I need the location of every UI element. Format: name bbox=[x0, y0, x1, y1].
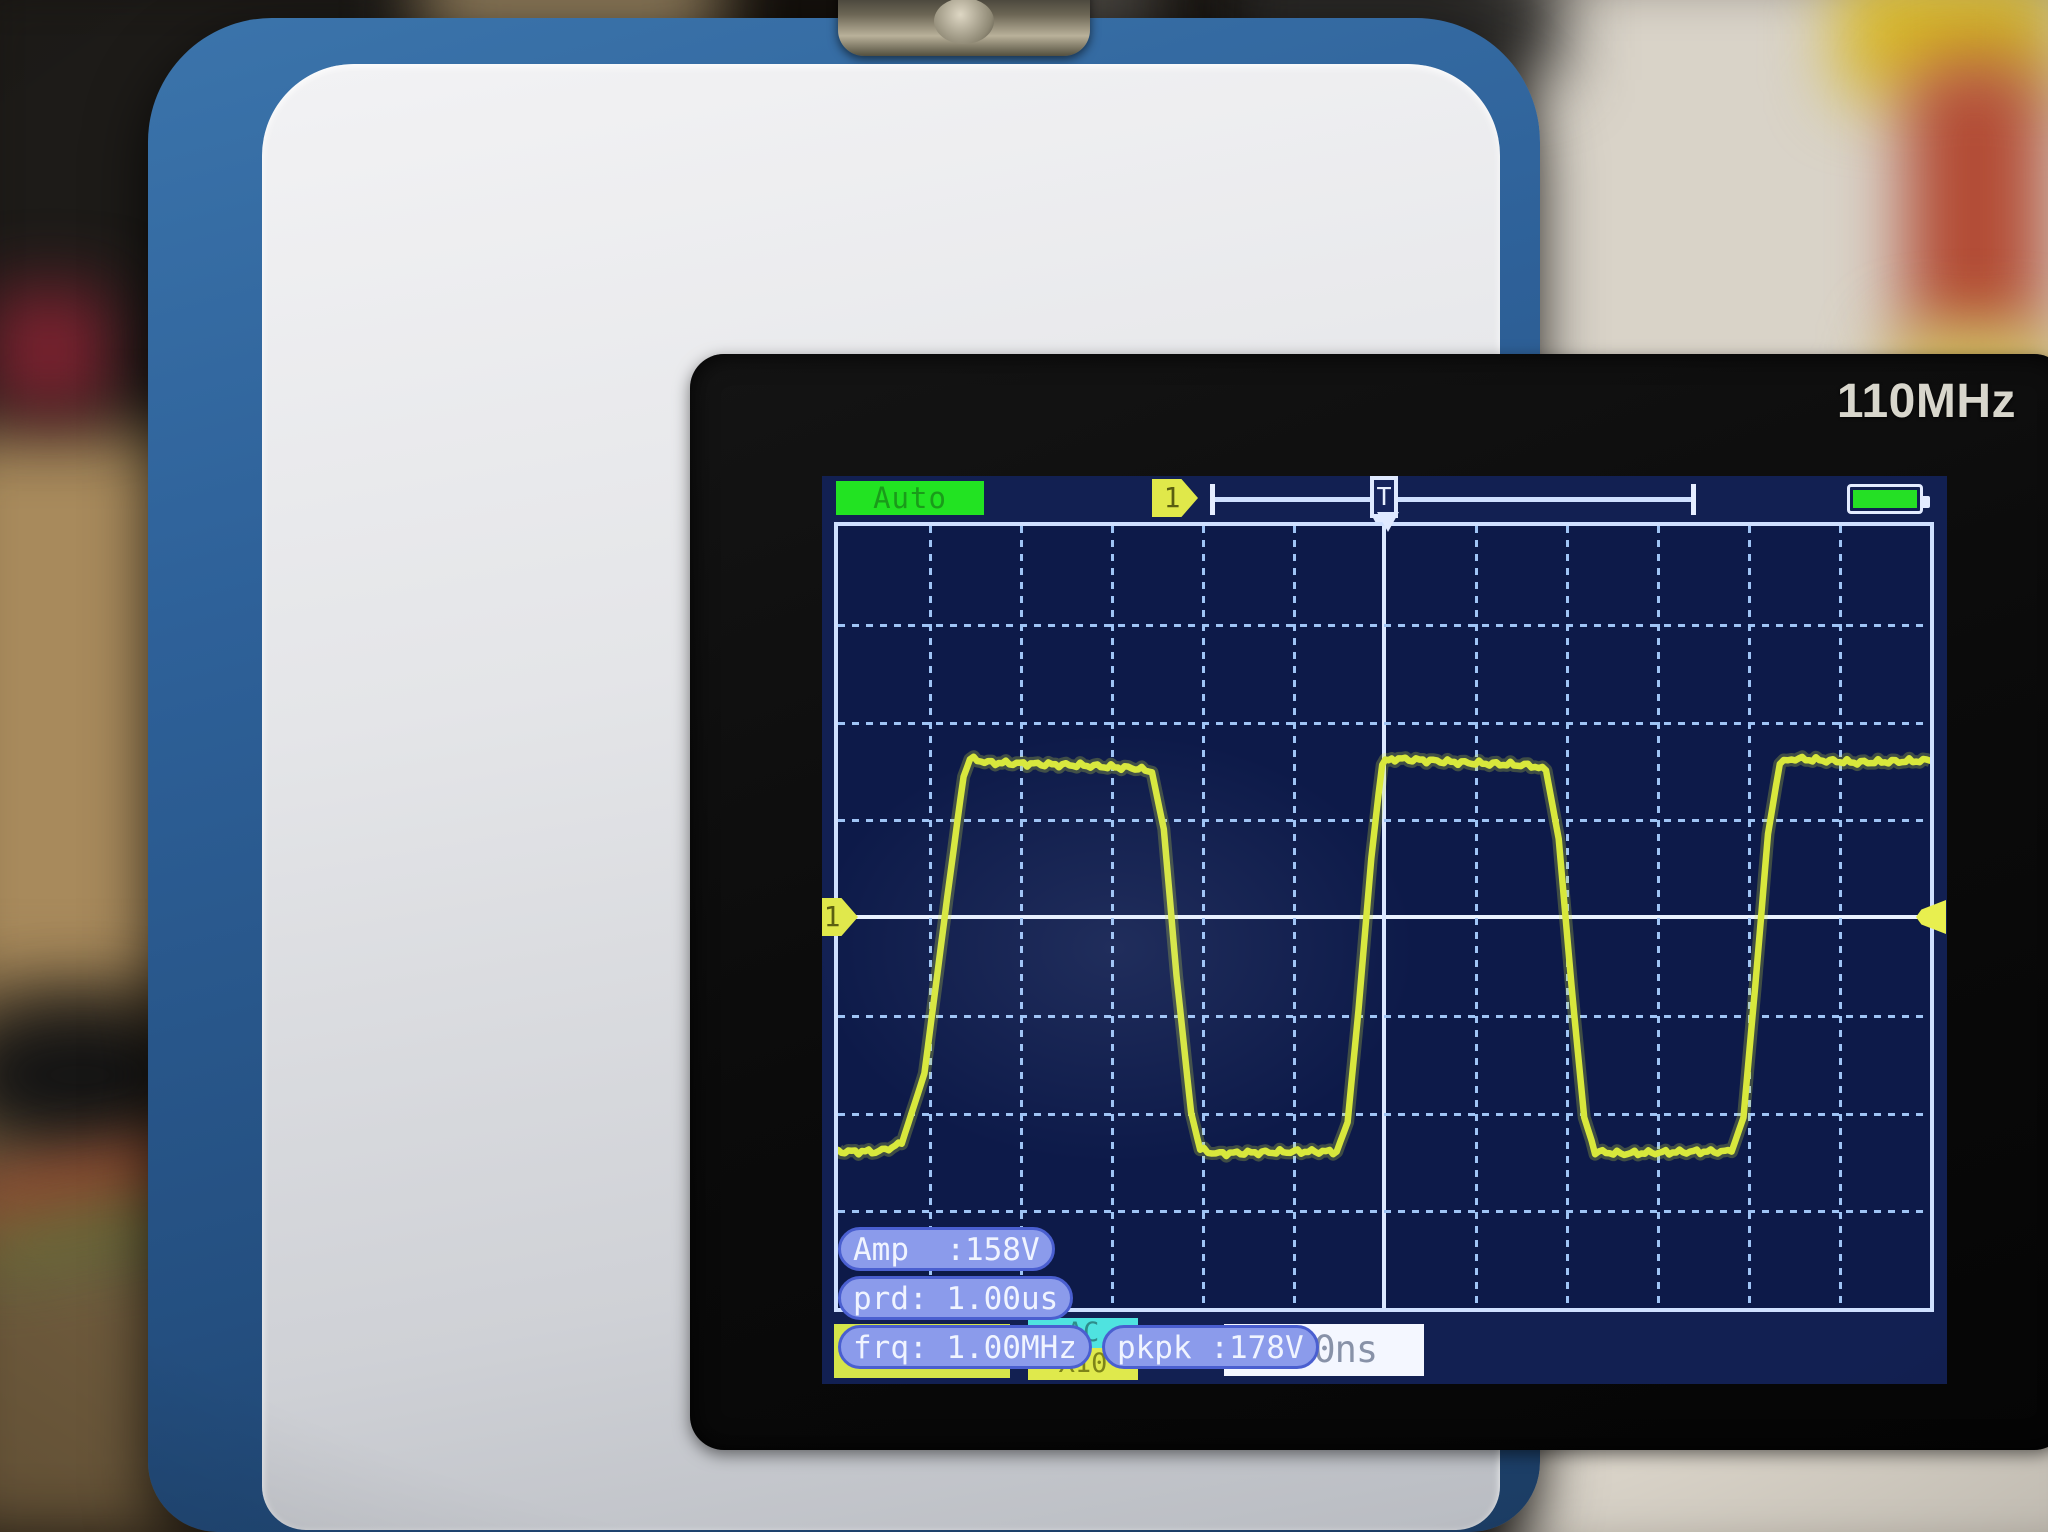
waveform-glow bbox=[838, 750, 1930, 1163]
measurement-amplitude[interactable]: Amp :158V bbox=[838, 1227, 1055, 1271]
battery-nub bbox=[1922, 496, 1930, 508]
grid-hline bbox=[838, 1014, 1930, 1018]
grid-hline bbox=[838, 1112, 1930, 1116]
memory-window-bracket[interactable] bbox=[1209, 484, 1696, 515]
grid-vline bbox=[1748, 526, 1751, 1308]
grid-vline bbox=[1111, 526, 1114, 1308]
memory-window-bar bbox=[1209, 497, 1696, 502]
lcd-bezel: 110MHz Auto 1 T bbox=[690, 354, 2048, 1450]
grid-vline bbox=[1657, 526, 1660, 1308]
measurement-period[interactable]: prd: 1.00us bbox=[838, 1276, 1074, 1320]
grid-vline bbox=[1020, 526, 1023, 1308]
device-front-panel: 110MHz Auto 1 T bbox=[262, 64, 2048, 1530]
bg-red-object bbox=[1905, 60, 2045, 350]
trigger-tick-icon bbox=[1377, 512, 1399, 532]
battery-fill bbox=[1853, 490, 1917, 508]
bg-red-connector bbox=[0, 290, 110, 410]
grid-hline bbox=[838, 819, 1930, 823]
memory-window-left-cap bbox=[1209, 484, 1215, 515]
battery-icon bbox=[1847, 484, 1930, 514]
status-bar: Auto 1 T bbox=[822, 476, 1947, 538]
grid-hline bbox=[838, 623, 1930, 627]
grid-vline bbox=[1293, 526, 1296, 1308]
memory-window-right-cap bbox=[1690, 484, 1696, 515]
waveform-path bbox=[838, 753, 1930, 1160]
grid-vline bbox=[1202, 526, 1205, 1308]
oscilloscope-device: 110MHz Auto 1 T bbox=[148, 0, 2048, 1532]
graticule bbox=[838, 526, 1930, 1308]
channel-1-badge[interactable]: 1 bbox=[1152, 479, 1198, 517]
bnc-center-pin bbox=[934, 0, 994, 44]
measurement-frequency[interactable]: frq: 1.00MHz bbox=[838, 1325, 1092, 1369]
measurement-peak-to-peak[interactable]: pkpk :178V bbox=[1101, 1325, 1319, 1369]
trigger-label: T bbox=[1370, 476, 1398, 518]
waveform-trace bbox=[838, 750, 1930, 1163]
bandwidth-label: 110MHz bbox=[1836, 375, 2016, 428]
grid-hline bbox=[838, 1210, 1930, 1214]
graticule-frame: 1 bbox=[822, 512, 1946, 1312]
vertical-center-axis bbox=[1382, 526, 1386, 1308]
bnc-connector bbox=[838, 0, 1090, 56]
lcd-screen: Auto 1 T bbox=[822, 476, 1947, 1384]
measurement-panel: Amp :158V prd: 1.00us frq: 1.00MHz pkpk … bbox=[838, 1227, 1319, 1374]
grid-vline bbox=[1839, 526, 1842, 1308]
run-mode-badge[interactable]: Auto bbox=[836, 481, 984, 515]
grid-vline bbox=[1475, 526, 1478, 1308]
grid-hline bbox=[838, 721, 1930, 725]
grid-vline bbox=[929, 526, 932, 1308]
